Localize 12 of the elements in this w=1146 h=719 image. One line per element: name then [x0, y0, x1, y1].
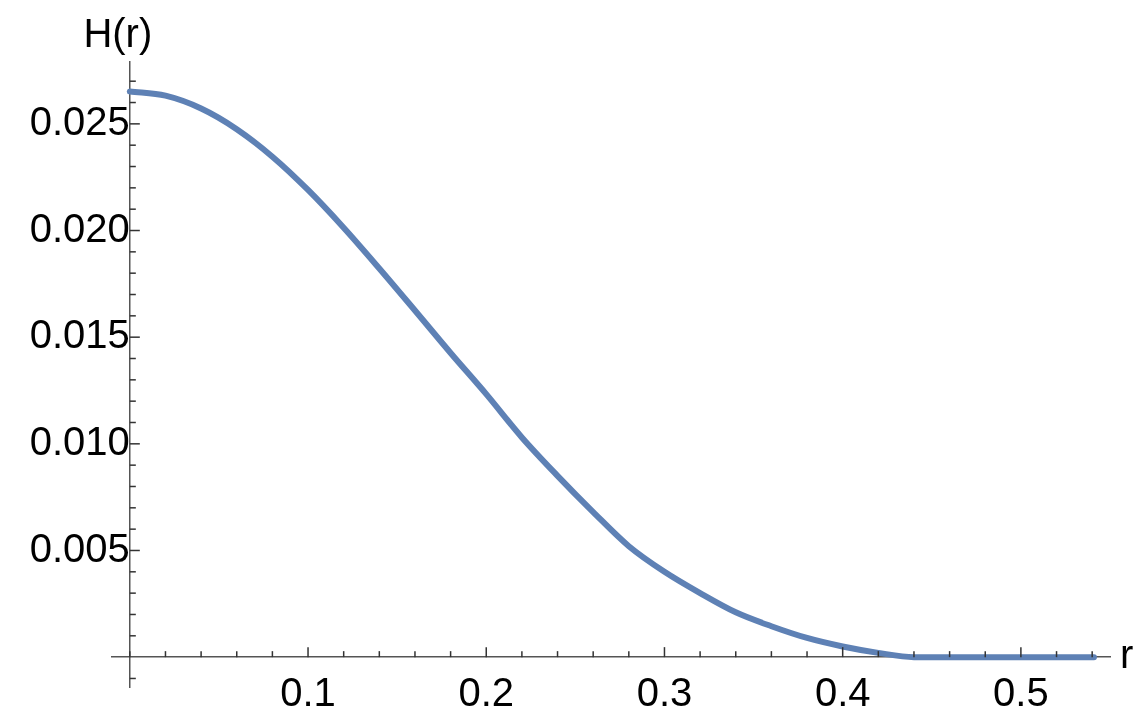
x-tick-label: 0.2 [458, 670, 515, 715]
x-tick-label: 0.5 [993, 670, 1049, 715]
y-tick-label: 0.015 [29, 312, 130, 357]
y-tick-label: 0.010 [29, 418, 130, 463]
x-tick-label: 0.3 [636, 670, 693, 715]
y-tick-label: 0.025 [29, 98, 130, 143]
y-axis-title: H(r) [83, 11, 153, 56]
x-tick-label: 0.1 [280, 670, 336, 715]
x-tick-label: 0.4 [814, 670, 871, 715]
x-axis-title: r [1120, 632, 1134, 677]
y-tick-label: 0.020 [29, 205, 130, 250]
y-tick-label: 0.005 [29, 525, 130, 570]
